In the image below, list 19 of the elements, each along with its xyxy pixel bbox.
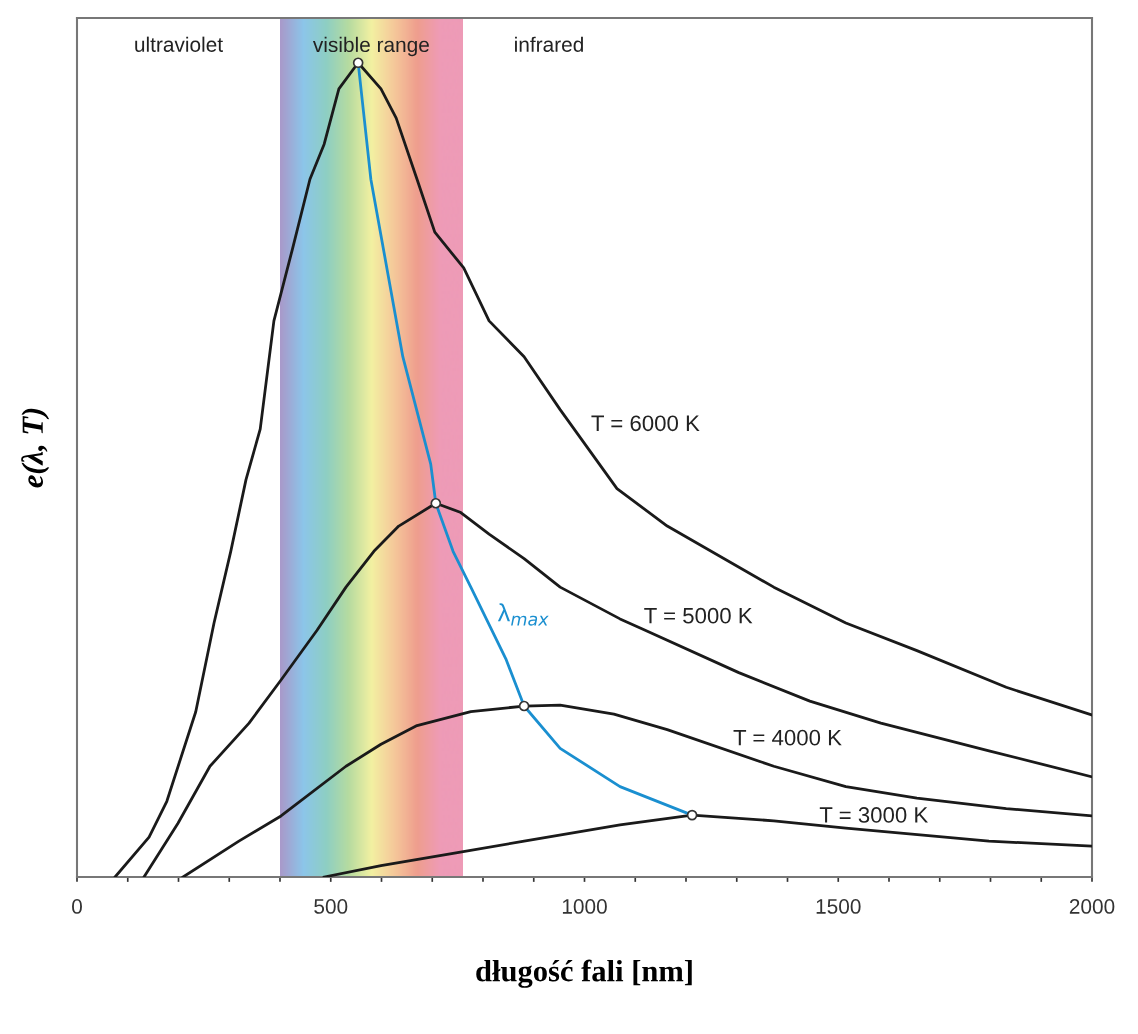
series-label: λ$_{max}$	[497, 603, 549, 626]
point	[430, 497, 442, 509]
x-tick-label: 1000	[562, 899, 607, 914]
x-tick-label: 1500	[816, 899, 861, 914]
band-label: visible range	[312, 36, 429, 57]
point	[518, 700, 530, 712]
y-axis-title: e(λ, T)	[21, 408, 50, 488]
x-axis-title: długość fali [nm]	[476, 959, 692, 988]
point	[352, 57, 364, 69]
text: ultraviolet	[135, 36, 223, 52]
x-tick-label: 2000	[1069, 899, 1115, 914]
series-label: T = 4000 K	[733, 729, 842, 746]
series-label: T = 3000 K	[819, 807, 928, 823]
text: infrared	[515, 36, 583, 52]
series-label: T = 6000 K	[591, 415, 700, 432]
series-label: T = 5000 K	[644, 607, 753, 624]
point	[686, 809, 698, 821]
x-tick-label: 0	[72, 899, 82, 914]
x-tick-label: 500	[314, 899, 348, 914]
